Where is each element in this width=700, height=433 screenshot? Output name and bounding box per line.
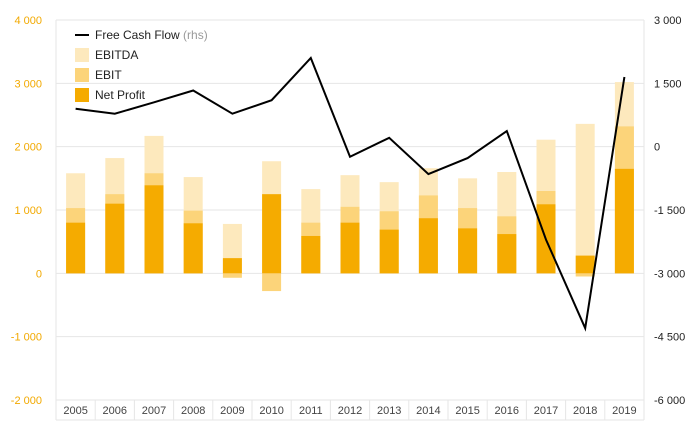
axes: -2 000 -1 000 0 1 000 2 000 3 000 4 000 -6 000 -… [11,15,685,417]
bar-net-profit [575,255,595,274]
bar-ebit [262,273,282,292]
x-tick-label: 2013 [377,405,401,417]
bar-net-profit [183,223,203,274]
bar-net-profit [222,258,242,274]
x-tick-label: 2014 [416,405,440,417]
legend-label: Net Profit [95,88,146,102]
bar-groups [66,82,634,292]
bar-net-profit [379,229,399,274]
bar-net-profit [66,222,86,274]
y-right-tick-label: 3 000 [654,15,682,27]
bar-net-profit [418,218,438,274]
legend-label-text: EBIT [95,68,122,82]
x-tick-label: 2006 [103,405,127,417]
legend-label-text: Net Profit [95,88,146,102]
y-left-tick-label: 4 000 [14,15,42,27]
legend-label: EBIT [95,68,122,82]
legend-label-note: (rhs) [180,28,208,42]
bar-net-profit [340,222,360,274]
x-tick-label: 2019 [612,405,636,417]
y-right-tick-label: -4 500 [654,332,685,344]
y-left-tick-label: 0 [36,268,42,280]
y-left-tick-label: 2 000 [14,142,42,154]
x-tick-label: 2016 [495,405,519,417]
legend-swatch-box [75,48,89,62]
y-left-tick-label: -1 000 [11,332,42,344]
x-tick-label: 2005 [63,405,87,417]
y-right-tick-label: -1 500 [654,205,685,217]
legend-swatch-box [75,68,89,82]
bar-net-profit [614,168,634,274]
x-tick-label: 2009 [220,405,244,417]
bar-net-profit [301,235,321,274]
legend-label-text: EBITDA [95,48,138,62]
bar-net-profit [144,185,164,274]
y-right-tick-label: -3 000 [654,268,685,280]
y-right-tick-label: -6 000 [654,395,685,407]
bar-ebit [222,273,242,278]
x-tick-label: 2015 [455,405,479,417]
x-tick-label: 2010 [259,405,283,417]
x-tick-label: 2012 [338,405,362,417]
bar-net-profit [105,203,125,274]
legend-label: Free Cash Flow (rhs) [95,28,208,42]
bar-net-profit [458,228,478,274]
free-cash-flow-line-group [75,56,626,332]
y-right-tick-label: 0 [654,142,660,154]
x-tick-label: 2011 [299,405,323,417]
legend-label-text: Free Cash Flow [95,28,180,42]
x-tick-label: 2018 [573,405,597,417]
legend: Free Cash Flow (rhs) EBITDA EBIT Net Profit [75,28,208,102]
x-tick-label: 2017 [534,405,558,417]
bar-net-profit [262,194,282,274]
legend-label: EBITDA [95,48,138,62]
bar-net-profit [497,234,517,274]
bar-ebitda [575,123,595,274]
y-left-tick-label: 3 000 [14,78,42,90]
y-left-tick-label: 1 000 [14,205,42,217]
y-left-tick-label: -2 000 [11,395,42,407]
y-right-tick-label: 1 500 [654,78,682,90]
legend-swatch-box [75,88,89,102]
x-tick-label: 2008 [181,405,205,417]
bar-ebit [575,273,595,277]
x-tick-label: 2007 [142,405,166,417]
